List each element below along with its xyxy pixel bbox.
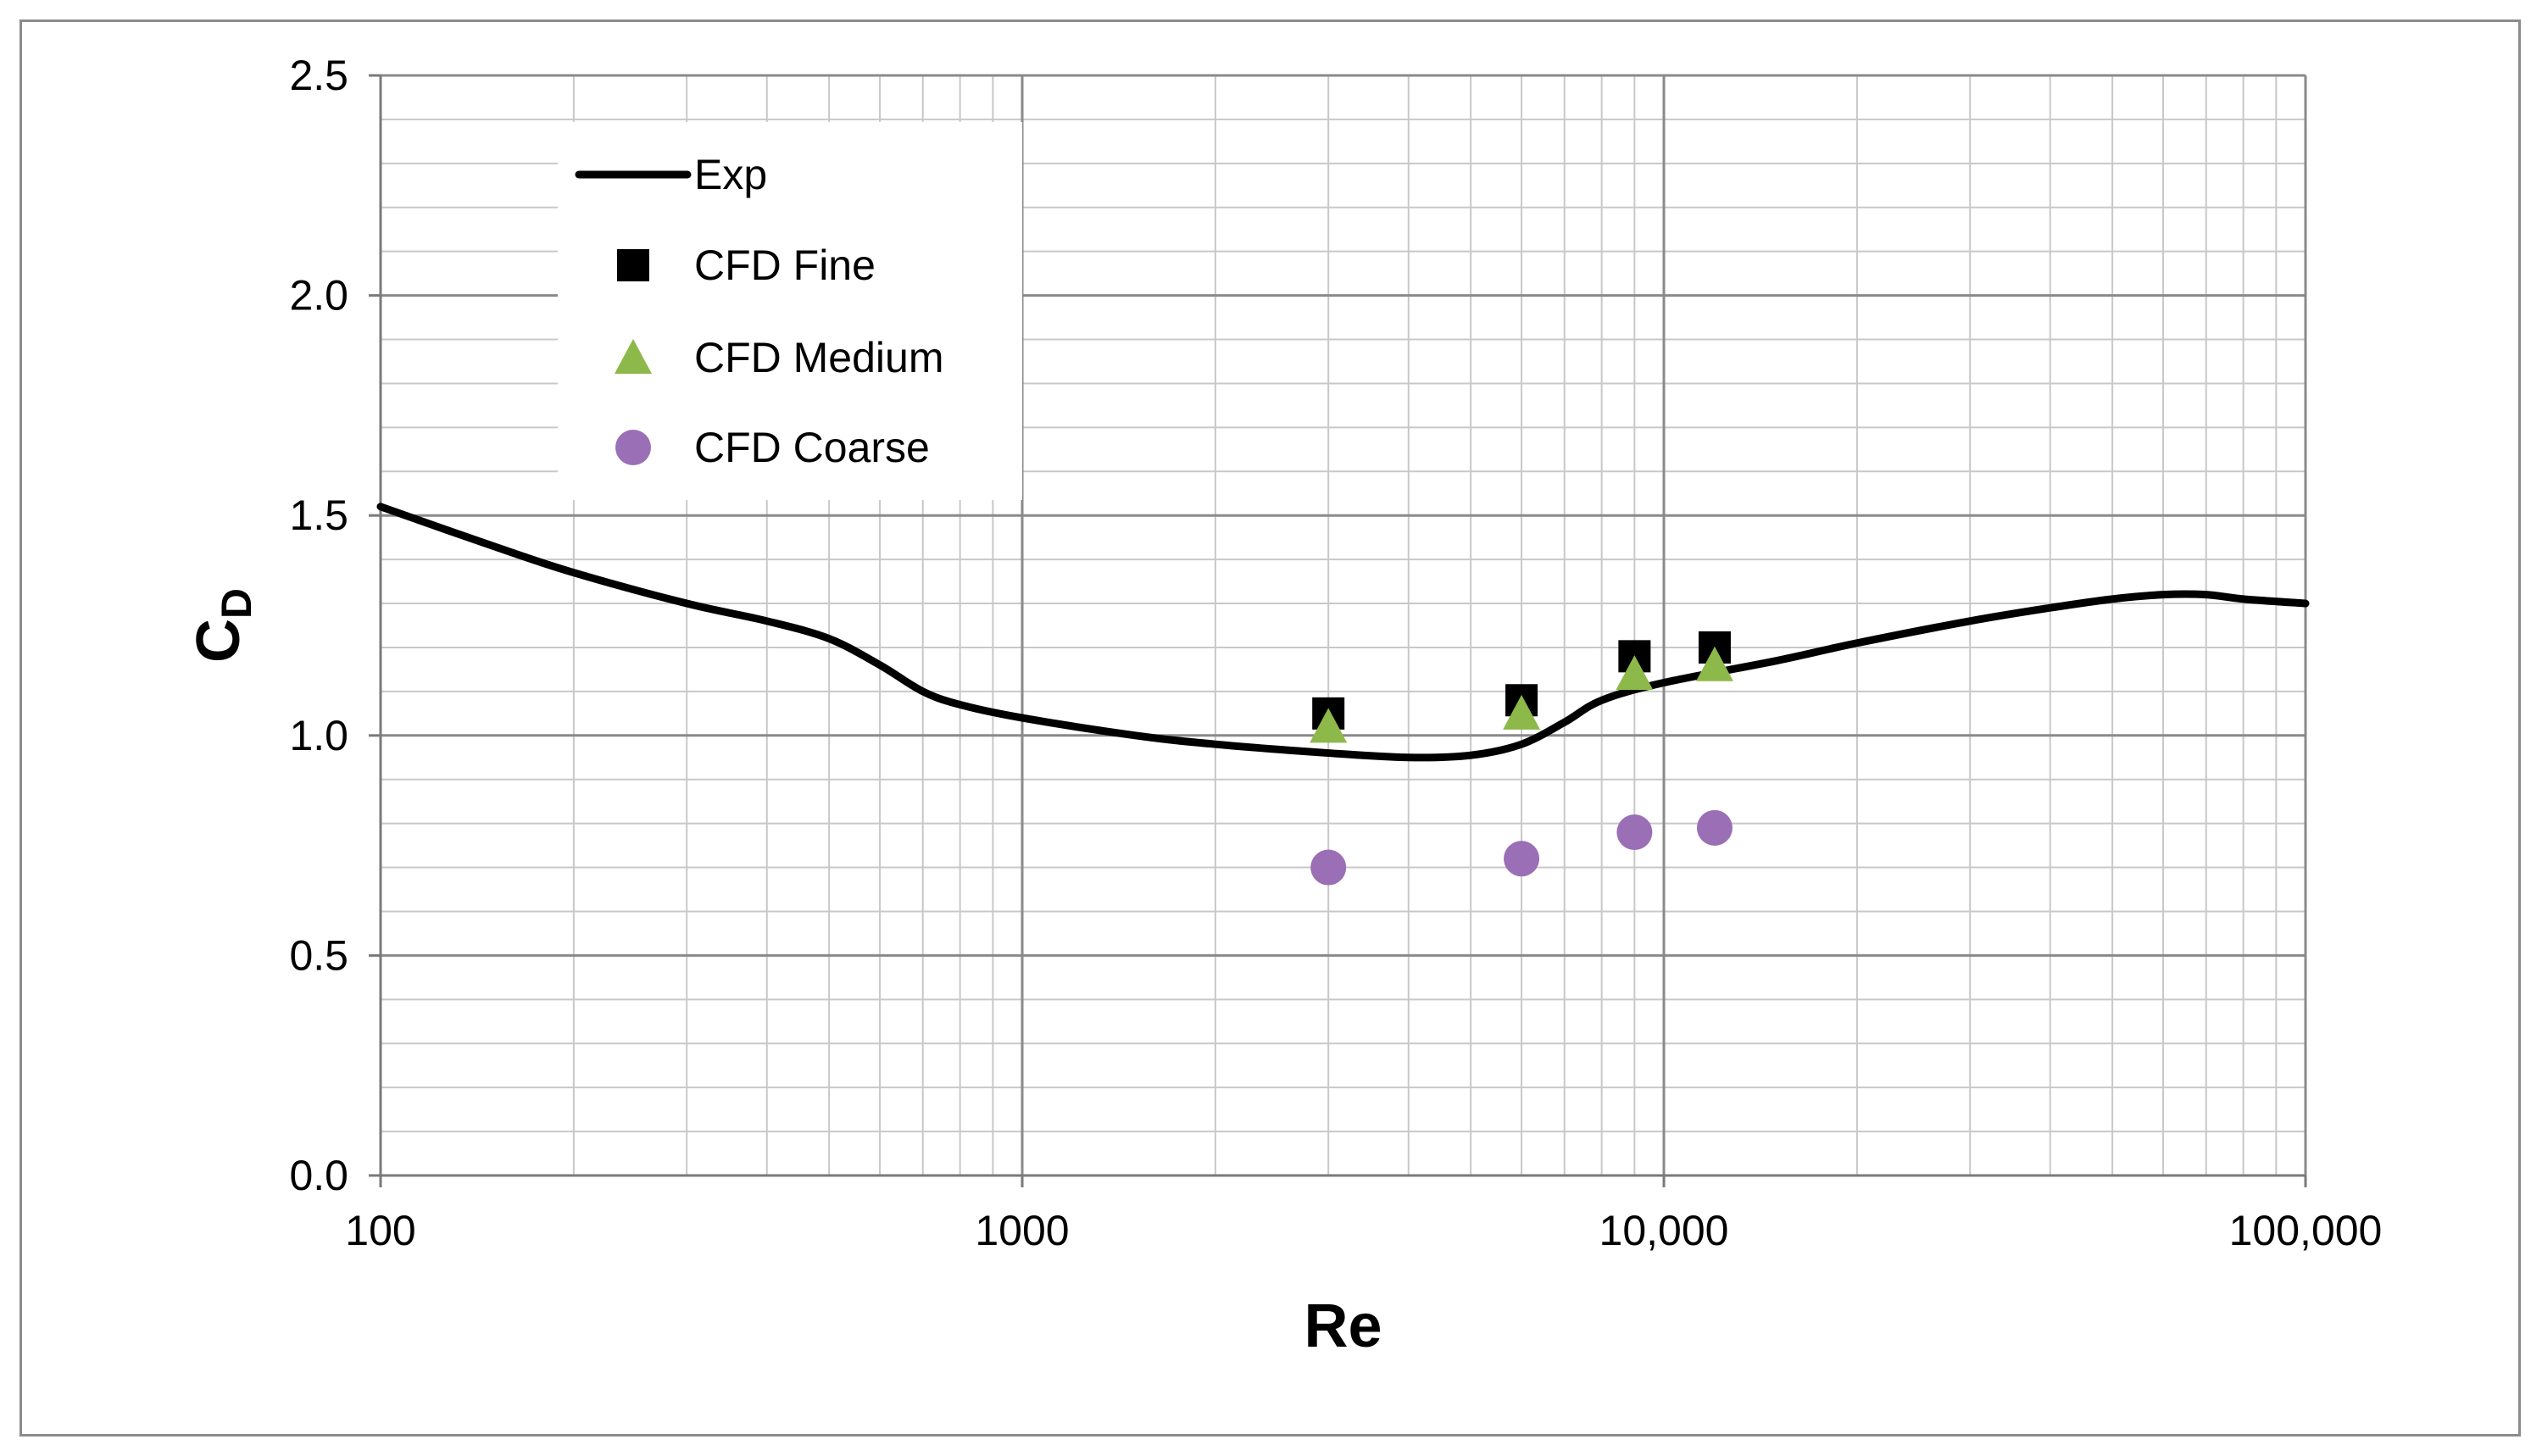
y-tick-label: 0.0 [289,1152,348,1199]
cfd-coarse-point [1504,841,1540,877]
x-tick-label: 100,000 [2229,1207,2383,1254]
y-tick-label: 2.5 [289,52,348,99]
cfd-coarse-point [1616,814,1653,851]
legend-label-cfd-fine: CFD Fine [694,242,876,289]
x-tick-label: 100 [345,1207,415,1254]
legend-key-cfd-medium [615,339,652,374]
x-tick-label: 1000 [975,1207,1069,1254]
y-tick-label: 1.5 [289,492,348,539]
cfd-medium-point [1616,655,1654,691]
legend-label-cfd-medium: CFD Medium [694,334,943,381]
y-axis-title-subscript: D [213,588,260,619]
exp-line [376,503,2310,762]
cfd-medium-point [1310,708,1348,743]
legend-label-cfd-coarse: CFD Coarse [694,424,930,471]
exp-series [376,503,2310,762]
cfd-medium-point [1503,694,1541,730]
legend-key-cfd-fine [617,249,649,281]
cfd-medium-point [1695,646,1733,681]
y-tick-label: 0.5 [289,931,348,979]
y-axis-title: CD [185,588,260,663]
y-tick-label: 2.0 [289,272,348,320]
legend-key-cfd-coarse [615,430,651,465]
y-tick-labels: 0.0 0.5 1.0 1.5 2.0 2.5 [289,52,348,1199]
legend-label-exp: Exp [694,151,767,198]
cfd-coarse-point [1310,849,1347,886]
axes [369,74,2307,1187]
chart-plot: 100 1000 10,000 100,000 0.00.51.01.52.02.5 … [185,52,2382,1360]
x-axis-title: Re [1304,1292,1382,1360]
y-tick-label: 1.0 [289,712,348,759]
chart-frame: 100 1000 10,000 100,000 0.0 0.5 1.0 1.5 2.0 2.5 … [19,19,2521,1437]
cfd-series [1310,631,1733,886]
x-tick-label: 10,000 [1599,1207,1729,1254]
cfd-coarse-point [1696,809,1733,846]
legend: Exp CFD Fine CFD Medium CFD Coarse [558,122,1022,500]
x-tick-labels: 100 1000 10,000 100,000 [345,1207,2382,1254]
y-axis-title-main: C [185,619,253,663]
